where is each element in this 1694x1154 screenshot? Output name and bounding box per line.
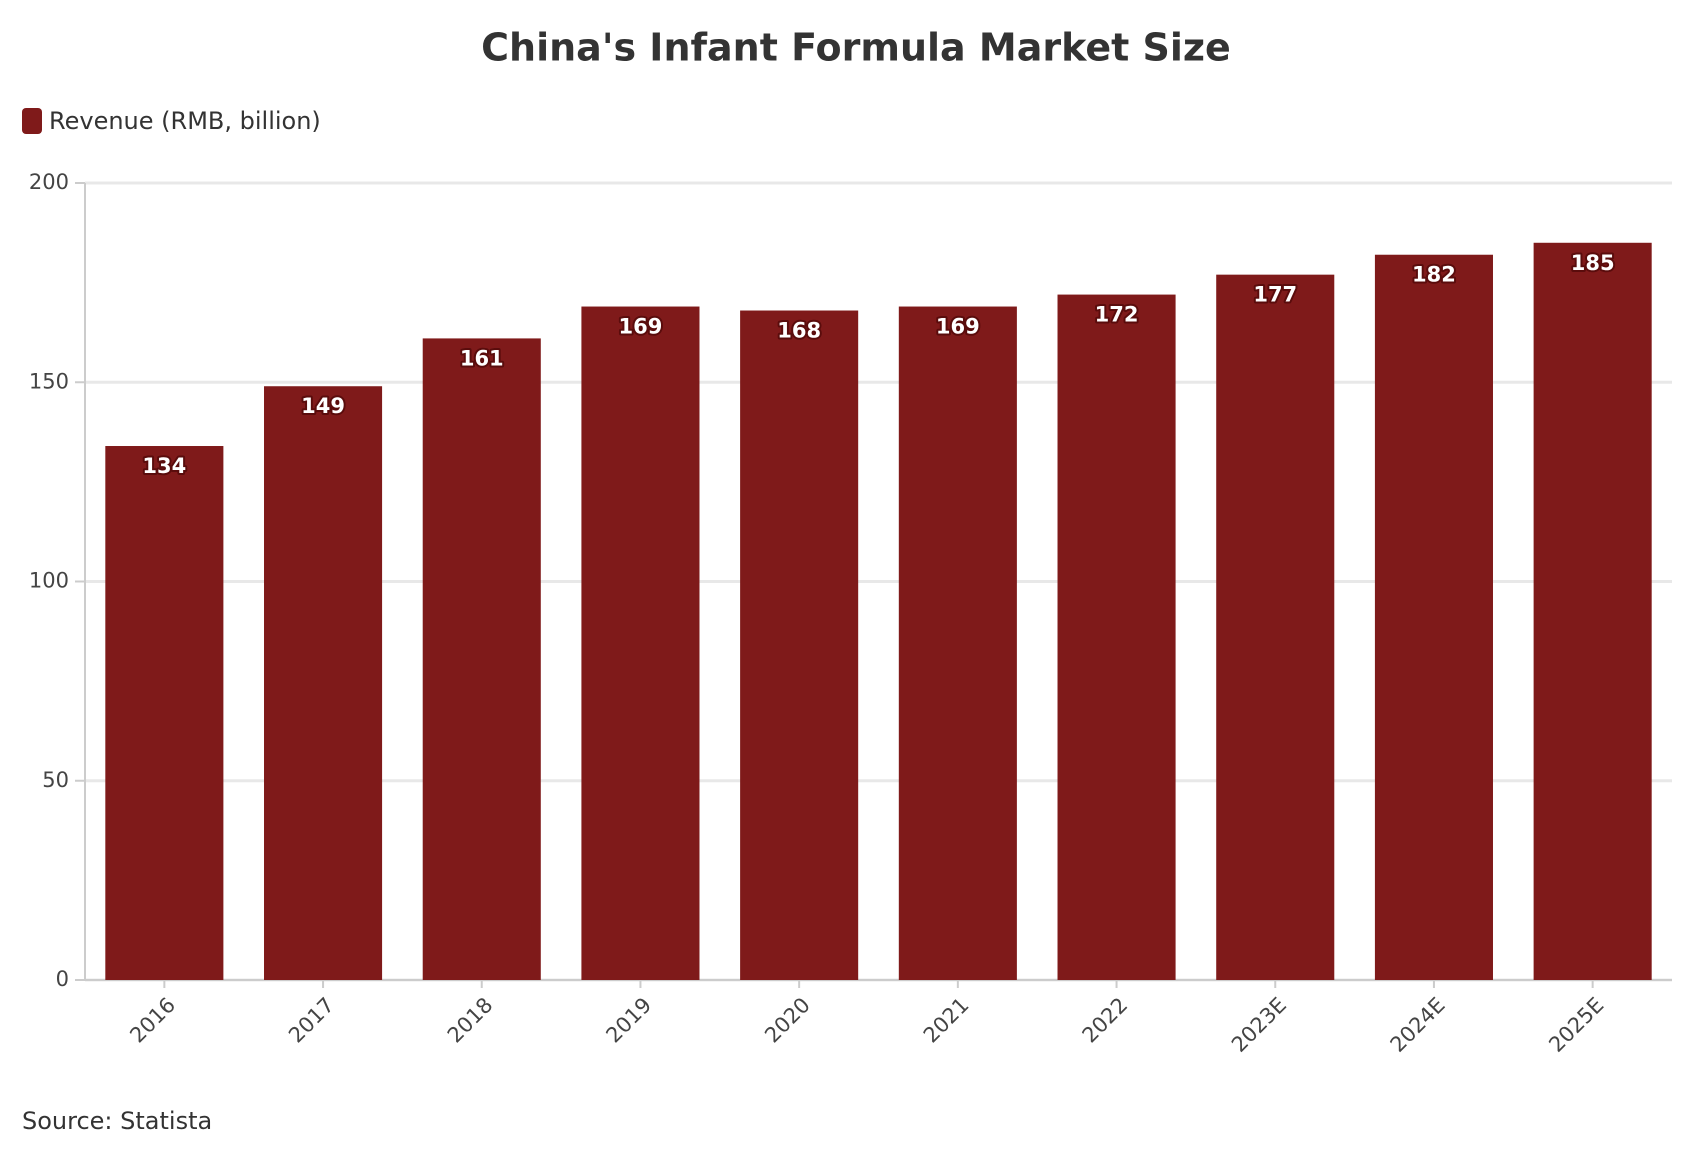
y-tick-label: 50 bbox=[42, 768, 69, 792]
x-tick-label: 2019 bbox=[601, 993, 656, 1048]
legend-swatch bbox=[22, 108, 42, 134]
bar bbox=[1057, 294, 1176, 981]
chart-title: China's Infant Formula Market Size bbox=[481, 26, 1231, 70]
x-tick-label: 2017 bbox=[284, 993, 339, 1048]
x-tick-label: 2021 bbox=[919, 993, 974, 1048]
x-tick-label: 2024E bbox=[1386, 993, 1450, 1057]
value-label: 169 bbox=[619, 315, 663, 339]
x-tick-label: 2025E bbox=[1544, 993, 1608, 1057]
value-label: 169 bbox=[936, 315, 980, 339]
y-tick-label: 0 bbox=[56, 967, 69, 991]
value-label: 182 bbox=[1412, 263, 1456, 287]
bar bbox=[422, 338, 541, 980]
bar bbox=[1216, 274, 1335, 980]
value-label: 149 bbox=[301, 394, 345, 418]
bar bbox=[898, 306, 1017, 980]
value-label: 168 bbox=[777, 319, 821, 343]
x-tick-label: 2022 bbox=[1078, 993, 1133, 1048]
y-tick-label: 150 bbox=[29, 369, 69, 393]
source-note: Source: Statista bbox=[22, 1107, 212, 1135]
x-tick-label: 2020 bbox=[760, 993, 815, 1048]
bar bbox=[105, 446, 224, 980]
value-label: 185 bbox=[1571, 251, 1615, 275]
x-tick-label: 2023E bbox=[1227, 993, 1291, 1057]
bar bbox=[581, 306, 700, 980]
value-label: 134 bbox=[142, 454, 186, 478]
x-tick-label: 2016 bbox=[125, 993, 180, 1048]
bar bbox=[1374, 254, 1493, 981]
bar bbox=[1533, 242, 1652, 980]
value-label: 177 bbox=[1253, 283, 1297, 307]
value-label: 161 bbox=[460, 346, 504, 370]
value-label: 172 bbox=[1095, 303, 1139, 327]
bar bbox=[264, 386, 383, 980]
x-tick-label: 2018 bbox=[443, 993, 498, 1048]
legend-label: Revenue (RMB, billion) bbox=[49, 107, 321, 135]
bar bbox=[740, 310, 859, 980]
y-tick-label: 200 bbox=[29, 170, 69, 194]
y-tick-label: 100 bbox=[29, 569, 69, 593]
